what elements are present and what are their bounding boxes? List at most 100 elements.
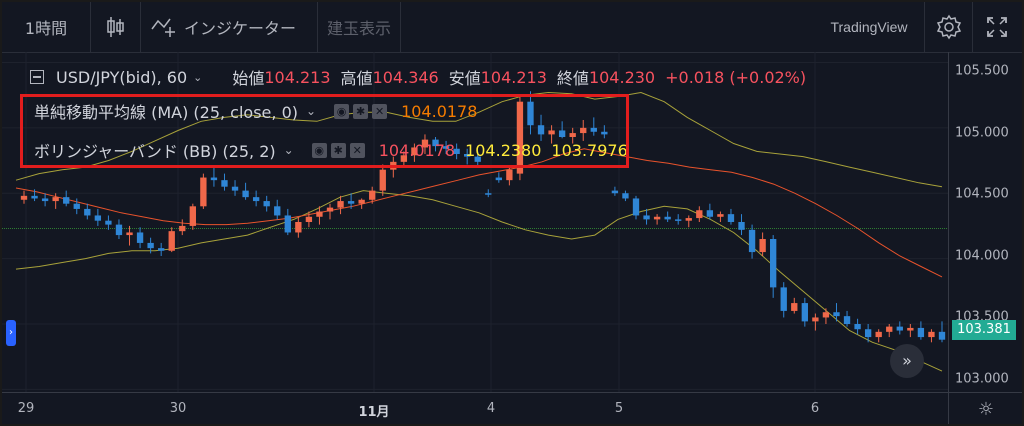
candle-body (822, 312, 830, 318)
change-value: +0.018 (+0.02%) (665, 67, 807, 87)
candle-body (369, 190, 376, 200)
price-plot[interactable] (2, 52, 948, 392)
interval-button[interactable]: 1時間 (2, 2, 91, 52)
candle-body (411, 147, 418, 156)
candle-body (907, 327, 914, 331)
candle-body (928, 331, 935, 338)
chevron-down-icon[interactable]: ⌄ (283, 143, 294, 157)
close-icon[interactable]: ✕ (372, 103, 388, 119)
indicators-label: インジケーター (184, 19, 297, 38)
candle-body (748, 229, 756, 253)
candle-body (126, 232, 133, 236)
candle-body (875, 331, 882, 338)
candle-body (136, 232, 144, 243)
candle-body (63, 197, 70, 204)
trade-toggle-button[interactable]: 建玉表示 (318, 2, 401, 52)
candle-body (917, 327, 925, 338)
candle-body (432, 139, 439, 147)
candle-body (52, 197, 59, 202)
candle-body (537, 125, 545, 135)
candle-body (516, 101, 524, 174)
candle-body (20, 195, 28, 200)
brand-label: TradingView (830, 19, 908, 35)
bb-lower-line (15, 190, 943, 372)
candles-icon (107, 17, 124, 37)
candle-body (326, 207, 334, 212)
open-value: 104.213 (264, 67, 331, 87)
time-axis-settings-button[interactable]: ☼ (948, 392, 1022, 424)
chart-type-button[interactable] (90, 2, 141, 52)
y-tick-label: 105.500 (955, 63, 1009, 79)
candle-body (590, 127, 597, 132)
x-tick-label: 29 (17, 401, 35, 416)
gear-icon (936, 14, 962, 40)
indicator-bb-upper-value: 104.2380 (465, 140, 542, 160)
candle-body (221, 180, 228, 187)
candle-body (200, 177, 207, 207)
candle-body (73, 203, 80, 209)
gear-icon[interactable]: ✱ (330, 142, 346, 158)
candle-body (347, 201, 355, 204)
symbol-label[interactable]: USD/JPY(bid), 60 (56, 67, 188, 87)
settings-button[interactable] (924, 2, 973, 52)
candle-body (316, 211, 323, 217)
candle-body (31, 195, 38, 199)
gear-icon[interactable]: ✱ (353, 103, 369, 119)
price-axis[interactable]: 105.500 105.000 104.500 104.000 103.500 … (948, 52, 1022, 392)
candle-body (801, 303, 808, 322)
collapse-icon[interactable] (30, 70, 44, 84)
candle-body (464, 154, 471, 157)
eye-icon[interactable]: ◉ (334, 103, 350, 119)
candle-body (158, 248, 165, 251)
candle-body (379, 169, 386, 191)
candle-body (263, 201, 270, 207)
candle-body (485, 193, 492, 195)
sun-icon: ☼ (977, 398, 995, 420)
close-icon[interactable]: ✕ (349, 142, 365, 158)
chevron-down-icon[interactable]: ⌄ (306, 104, 317, 118)
candle-body (442, 146, 450, 149)
bb-upper-line (15, 91, 943, 188)
fullscreen-button[interactable] (972, 2, 1021, 52)
tradingview-brand[interactable]: TradingView (814, 2, 924, 52)
candle-body (780, 287, 787, 311)
time-axis[interactable]: 29 30 11月 4 5 6 (2, 392, 948, 424)
y-tick-label: 105.000 (955, 125, 1009, 141)
indicators-button[interactable]: インジケーター (140, 2, 318, 52)
candle-body (295, 222, 302, 233)
indicator-bb-row[interactable]: ボリンジャーバンド (BB) (25, 2) ⌄ ◉ ✱ ✕ 104.0178 … (34, 137, 628, 163)
chevron-down-icon[interactable]: ⌄ (193, 70, 203, 84)
candle-body (337, 201, 344, 208)
candle-body (390, 161, 397, 170)
candle-body (305, 216, 313, 222)
indicator-ma-name: 単純移動平均線 (MA) (25, close, 0) (34, 103, 298, 122)
left-panel-toggle[interactable]: › (6, 320, 16, 346)
candle-body (601, 131, 608, 135)
interval-label: 1時間 (24, 19, 68, 38)
candle-body (770, 239, 777, 288)
x-tick-label: 5 (614, 401, 624, 416)
indicator-ma-row[interactable]: 単純移動平均線 (MA) (25, close, 0) ⌄ ◉ ✱ ✕ 104.… (34, 98, 477, 124)
scroll-to-realtime-button[interactable]: » (890, 344, 924, 378)
candle-body (675, 219, 682, 221)
close-value: 104.230 (588, 67, 656, 87)
candle-body (147, 242, 154, 249)
eye-icon[interactable]: ◉ (311, 142, 327, 158)
candle-body (453, 148, 460, 154)
candle-body (938, 331, 946, 340)
indicator-bb-lower-value: 103.7976 (551, 140, 628, 160)
ma-line (15, 148, 943, 278)
y-tick-label: 103.000 (955, 371, 1009, 387)
low-label: 安値 (448, 69, 481, 88)
x-tick-label: 30 (169, 401, 187, 416)
ohlc-legend: USD/JPY(bid), 60 ⌄ 始値 104.213 高値 104.346 安… (30, 65, 806, 89)
indicator-bb-basis-value: 104.0178 (378, 140, 456, 160)
low-value: 104.213 (480, 67, 547, 87)
candle-body (179, 225, 186, 232)
candle-body (580, 127, 587, 134)
y-tick-label: 104.000 (955, 248, 1009, 264)
candle-body (632, 198, 640, 216)
candle-body (653, 216, 661, 220)
candle-body (41, 198, 49, 202)
